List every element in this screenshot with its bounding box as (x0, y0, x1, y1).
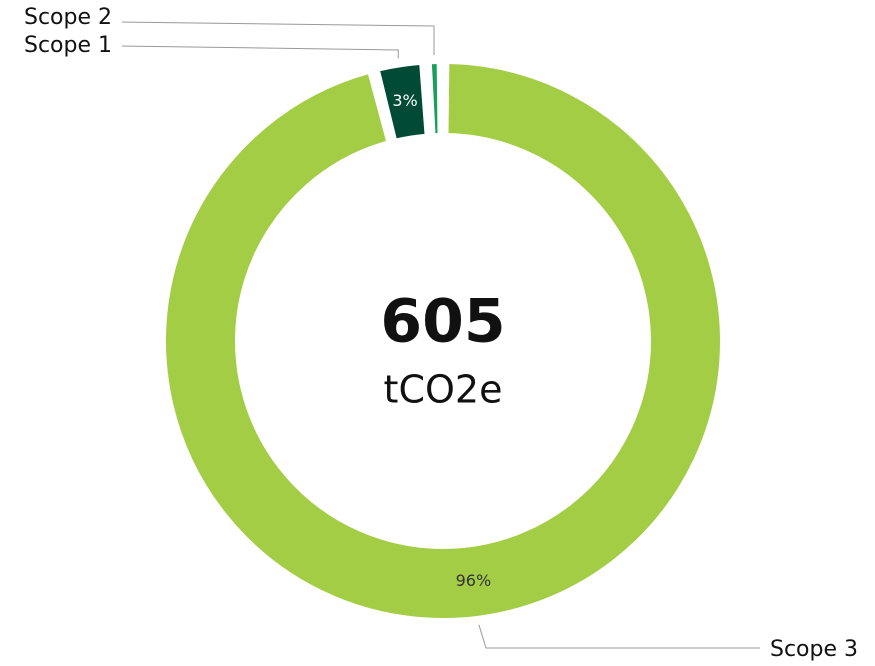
category-label: Scope 1 (24, 33, 112, 58)
category-label: Scope 2 (24, 5, 112, 30)
category-label: Scope 3 (770, 637, 858, 662)
value-label: 96% (456, 571, 492, 590)
leader-line (478, 624, 760, 649)
value-label: 3% (392, 91, 417, 110)
center-value: 605 (380, 287, 505, 357)
center-label: tCO2e (384, 368, 503, 412)
donut-segment (425, 58, 444, 140)
leader-line (121, 45, 399, 59)
donut-segment (160, 58, 726, 624)
leader-line (121, 21, 435, 56)
donut-segment (373, 58, 431, 145)
